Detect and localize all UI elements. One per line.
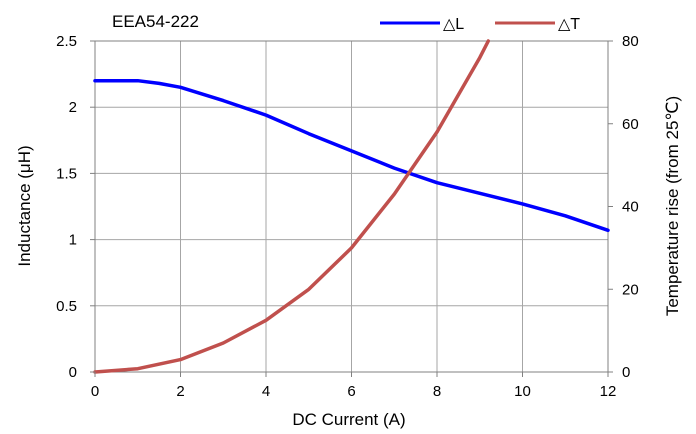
y-tick-label-4: 2 — [69, 99, 77, 116]
chart-title: EEA54-222 — [112, 12, 199, 31]
tick-labels: 0 2 4 6 8 10 12 0 0.5 1 1.5 2 2.5 0 20 40 60 80 — [56, 33, 639, 400]
x-tick-label-3: 6 — [347, 383, 355, 400]
y2-tick-label-2: 40 — [622, 199, 639, 216]
y-axis-title: Inductance (μH) — [15, 145, 34, 266]
y2-axis-title: Temperature rise (from 25℃) — [663, 96, 682, 316]
y2-tick-label-3: 60 — [622, 116, 639, 133]
series-line-0 — [93, 78, 610, 233]
y-tick-label-0: 0 — [69, 364, 77, 381]
x-tick-label-4: 8 — [433, 383, 441, 400]
x-tick-label-0: 0 — [91, 383, 99, 400]
x-tick-label-1: 2 — [176, 383, 184, 400]
x-axis-title: DC Current (A) — [292, 410, 405, 429]
y-tick-label-2: 1 — [69, 232, 77, 249]
y2-tick-label-0: 0 — [622, 364, 630, 381]
legend-label-delta-l: △L — [443, 16, 464, 33]
legend-label-delta-t: △T — [558, 16, 580, 33]
x-tick-label-5: 10 — [514, 383, 531, 400]
legend: △L △T — [380, 16, 580, 33]
x-tick-label-6: 12 — [600, 383, 617, 400]
x-tick-label-2: 4 — [262, 383, 270, 400]
series-layer — [93, 39, 610, 374]
y-tick-label-5: 2.5 — [56, 33, 77, 50]
y-tick-label-3: 1.5 — [56, 165, 77, 182]
series-line-1 — [93, 39, 491, 374]
y2-tick-label-1: 20 — [622, 281, 639, 298]
y2-tick-label-4: 80 — [622, 33, 639, 50]
y-tick-label-1: 0.5 — [56, 298, 77, 315]
